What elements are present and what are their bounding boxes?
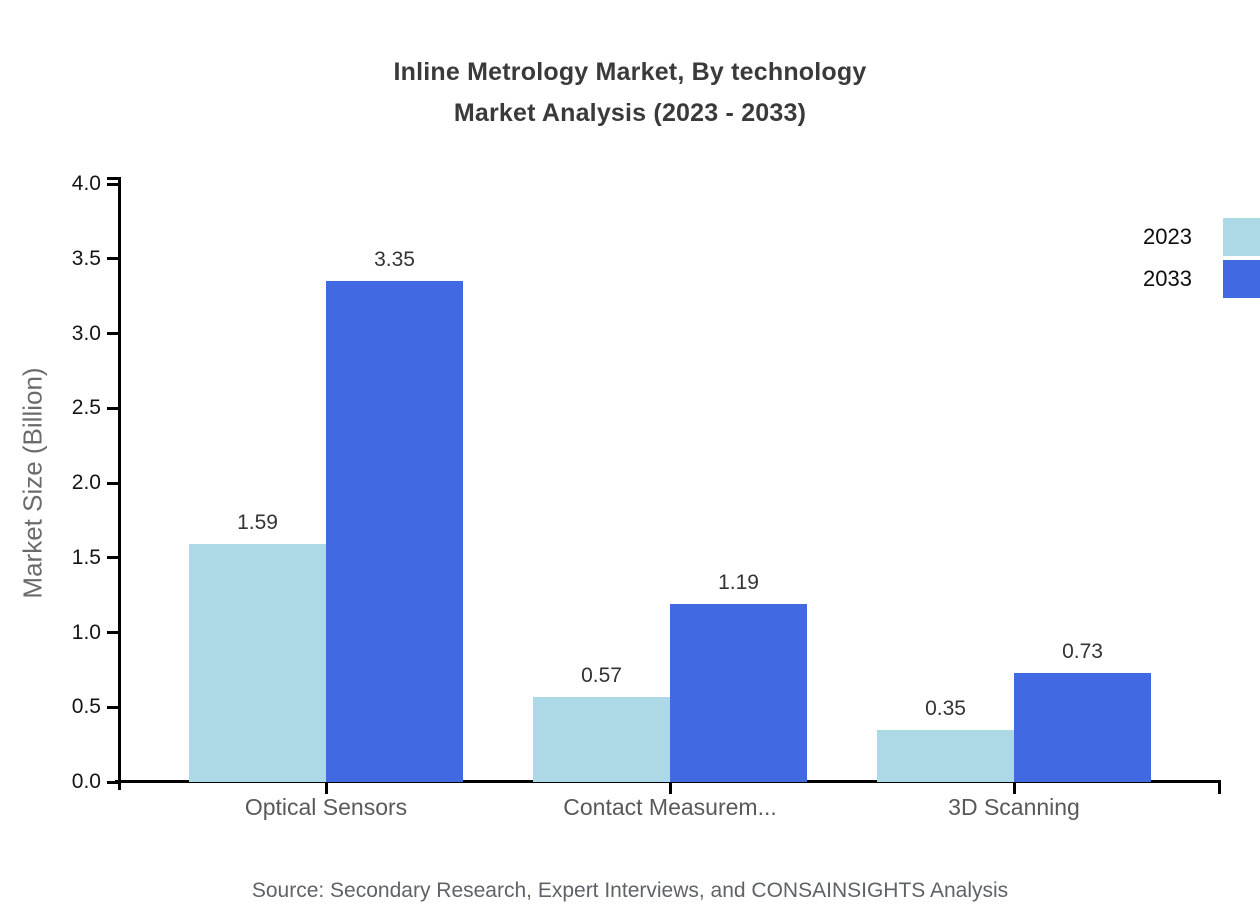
y-axis-tick — [107, 705, 120, 709]
legend-label: 2023 — [1143, 224, 1192, 249]
category-tick — [668, 783, 672, 794]
legend: 2023 2033 — [1143, 218, 1260, 302]
chart-title: Inline Metrology Market, By technology M… — [0, 52, 1260, 134]
y-axis-tick — [107, 406, 120, 410]
y-axis-tick-label: 0.0 — [71, 770, 101, 793]
y-axis-tick — [107, 332, 120, 335]
legend-label: 2033 — [1143, 266, 1192, 291]
chart-title-line1: Inline Metrology Market, By technology — [393, 58, 867, 86]
bar-value-label: 0.35 — [925, 696, 966, 720]
legend-swatch-icon — [1223, 260, 1260, 298]
y-axis-tick-label: 2.5 — [71, 396, 101, 420]
legend-row: 2033 — [1143, 260, 1260, 298]
y-axis-tick — [107, 182, 120, 186]
y-axis-tick-label: 1.5 — [71, 545, 101, 569]
y-axis-tick — [107, 257, 120, 261]
legend-swatch-icon — [1223, 218, 1260, 256]
bar-value-label: 3.35 — [374, 248, 415, 272]
y-axis-end-cap — [107, 177, 120, 180]
y-axis-tick-label: 3.5 — [71, 246, 101, 270]
legend-row: 2023 — [1143, 218, 1260, 256]
bar-2023-3d-scanning — [877, 729, 1014, 782]
source-note: Source: Secondary Research, Expert Inter… — [251, 879, 1009, 902]
y-axis-tick-label: 1.0 — [71, 620, 101, 644]
y-axis-tick-label: 0.5 — [71, 695, 101, 719]
bar-2033-contact-measurem- — [670, 604, 807, 782]
bar-value-label: 1.19 — [718, 571, 759, 595]
chart-title-line2: Market Analysis (2023 - 2033) — [453, 99, 807, 127]
bar-2033-3d-scanning — [1014, 672, 1151, 782]
x-axis-end-tick — [1218, 783, 1221, 794]
bar-value-label: 1.59 — [237, 511, 278, 535]
bar-value-label: 0.57 — [581, 663, 622, 687]
y-axis-tick — [107, 631, 120, 634]
bar-2023-optical-sensors — [189, 544, 326, 782]
y-axis-tick-label: 2.0 — [71, 471, 101, 494]
category-label: Contact Measurem... — [563, 794, 777, 820]
y-axis-tick-label: 4.0 — [71, 172, 101, 195]
y-axis-tick — [107, 780, 120, 784]
category-label: 3D Scanning — [948, 794, 1080, 820]
y-axis-tick-label: 3.0 — [71, 321, 101, 345]
category-tick — [1012, 783, 1016, 794]
category-label: Optical Sensors — [244, 794, 408, 820]
y-axis-tick — [107, 556, 120, 560]
bar-2033-optical-sensors — [326, 281, 463, 782]
bar-2023-contact-measurem- — [533, 696, 670, 782]
category-tick — [324, 783, 328, 794]
bar-value-label: 0.73 — [1062, 639, 1103, 663]
y-axis-tick — [107, 481, 120, 485]
